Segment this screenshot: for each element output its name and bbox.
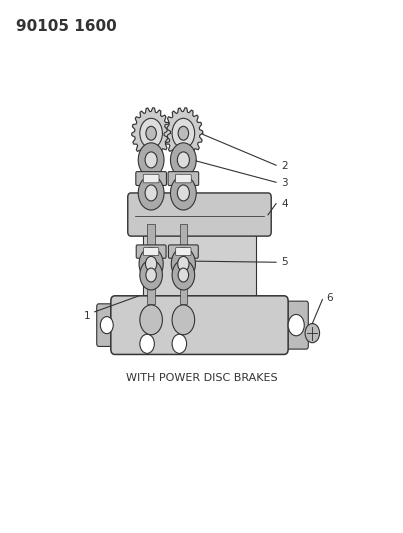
Circle shape (146, 268, 156, 282)
Circle shape (305, 324, 320, 343)
Text: 2: 2 (281, 161, 288, 171)
Bar (180, 224, 187, 304)
FancyBboxPatch shape (97, 304, 119, 346)
FancyBboxPatch shape (128, 193, 271, 236)
FancyBboxPatch shape (176, 247, 191, 255)
Circle shape (145, 256, 157, 271)
Circle shape (177, 185, 189, 201)
Circle shape (288, 314, 304, 336)
FancyBboxPatch shape (176, 174, 191, 183)
FancyBboxPatch shape (143, 247, 159, 255)
Circle shape (139, 248, 163, 280)
FancyBboxPatch shape (168, 172, 199, 185)
FancyBboxPatch shape (111, 296, 288, 354)
FancyBboxPatch shape (136, 172, 166, 185)
Circle shape (140, 118, 162, 148)
Circle shape (178, 268, 189, 282)
Circle shape (172, 334, 187, 353)
Text: WITH POWER DISC BRAKES: WITH POWER DISC BRAKES (126, 374, 277, 383)
Circle shape (172, 118, 195, 148)
Circle shape (178, 256, 189, 271)
Circle shape (172, 260, 195, 290)
Polygon shape (132, 108, 170, 159)
Text: 4: 4 (281, 199, 288, 208)
Circle shape (145, 152, 157, 168)
Circle shape (138, 176, 164, 210)
Circle shape (178, 126, 189, 140)
Circle shape (140, 305, 162, 335)
Circle shape (170, 176, 196, 210)
FancyBboxPatch shape (136, 245, 166, 258)
Circle shape (146, 126, 156, 140)
Bar (147, 224, 155, 304)
Text: 5: 5 (281, 257, 288, 267)
FancyBboxPatch shape (280, 301, 308, 349)
Polygon shape (164, 108, 203, 159)
Circle shape (140, 334, 154, 353)
Circle shape (177, 152, 189, 168)
Text: 90105 1600: 90105 1600 (16, 19, 117, 34)
Text: 3: 3 (281, 178, 288, 188)
FancyBboxPatch shape (168, 245, 198, 258)
Bar (143, 229, 256, 301)
Circle shape (171, 248, 195, 280)
Circle shape (170, 143, 196, 177)
Text: 1: 1 (83, 311, 90, 320)
Circle shape (145, 185, 157, 201)
Circle shape (138, 143, 164, 177)
Text: 6: 6 (326, 294, 333, 303)
Circle shape (100, 317, 113, 334)
Circle shape (172, 305, 195, 335)
Circle shape (140, 260, 162, 290)
FancyBboxPatch shape (143, 174, 159, 183)
